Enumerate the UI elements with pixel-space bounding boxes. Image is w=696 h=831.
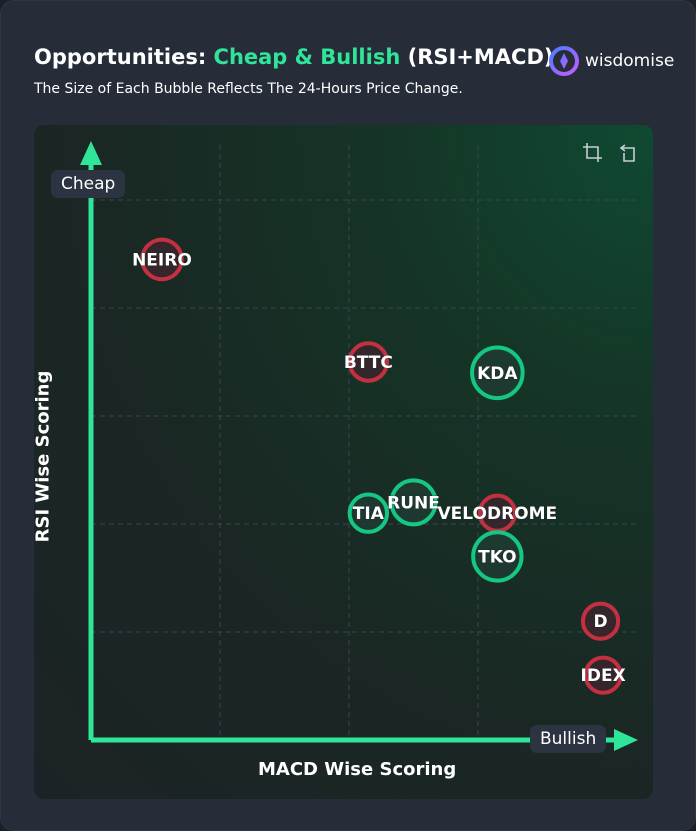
title-suffix: (RSI+MACD): [400, 45, 554, 69]
title-accent: Cheap & Bullish: [213, 45, 401, 69]
reset-icon[interactable]: [617, 142, 639, 164]
x-axis-title: MACD Wise Scoring: [258, 759, 457, 780]
bubble: [389, 478, 438, 527]
bubble: [583, 655, 623, 695]
plot-area: NEIRO BTTC KDA TIA RUNE VELODROME TKO D IDEX Che…: [34, 125, 653, 799]
bubble-label: IDEX: [581, 666, 626, 686]
bubble: [580, 601, 621, 641]
bubble-label: TIA: [353, 504, 385, 524]
bubble-label: RUNE: [387, 493, 440, 513]
title-prefix: Opportunities:: [34, 45, 214, 69]
chart-subtitle: The Size of Each Bubble Reflects The 24-…: [34, 81, 463, 97]
bubble: [471, 530, 524, 583]
wisdomise-logo-icon: [549, 46, 579, 76]
brand-name: wisdomise: [585, 51, 675, 71]
y-axis-arrow-icon: [80, 141, 102, 165]
chart-title: Opportunities: Cheap & Bullish (RSI+MACD…: [34, 45, 554, 69]
bubble-label: TKO: [478, 547, 516, 567]
bubble-label: NEIRO: [132, 250, 192, 270]
bubble-label: VELODROME: [438, 504, 558, 524]
bubble-label: KDA: [477, 364, 518, 384]
bubble: [347, 492, 390, 534]
x-axis-end-label: Bullish: [530, 725, 607, 753]
bubble-label: BTTC: [344, 353, 393, 373]
x-axis-arrow-icon: [614, 729, 638, 751]
bubble: [140, 237, 184, 282]
y-axis-title: RSI Wise Scoring: [34, 370, 54, 543]
bubble: [470, 345, 525, 401]
bubble-label: D: [593, 612, 607, 632]
crop-icon[interactable]: [582, 142, 604, 164]
bubble: [347, 341, 390, 383]
brand-logo: wisdomise: [549, 46, 674, 76]
y-axis-end-label: Cheap: [51, 170, 126, 198]
